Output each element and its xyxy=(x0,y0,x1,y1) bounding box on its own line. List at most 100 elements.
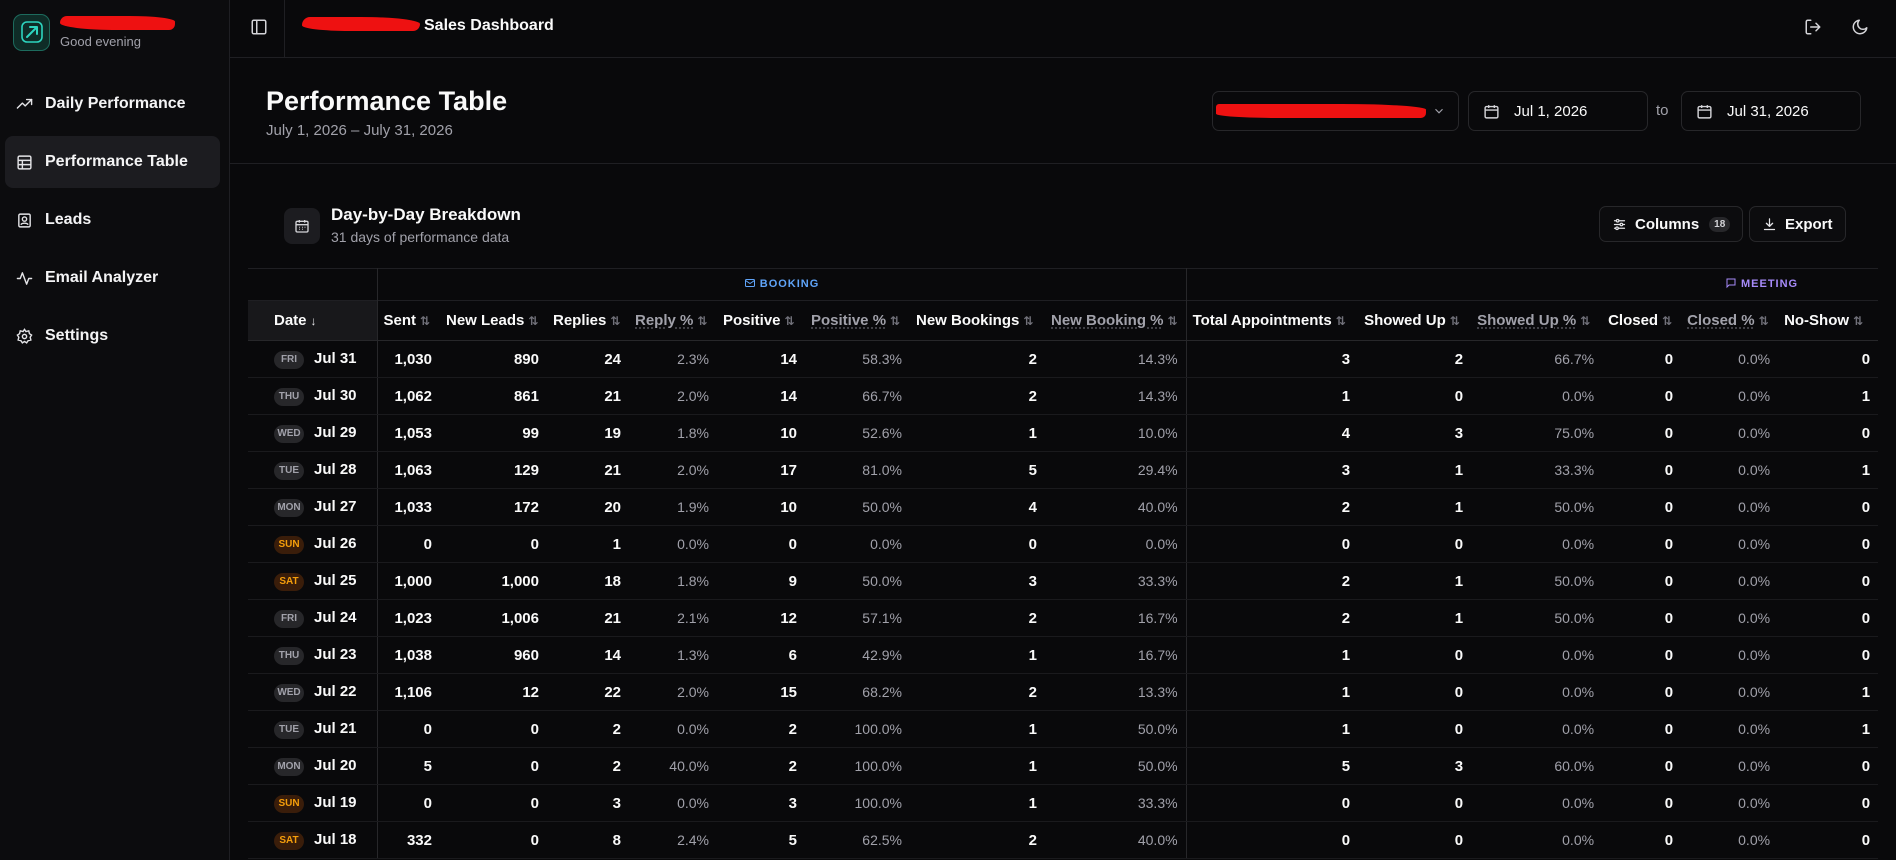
booking-group-label: BOOKING xyxy=(377,268,1187,301)
table-row[interactable]: SAT Jul 25 1,000 1,000 18 1.8% 9 50.0% 3 33.3% 2 1 5… xyxy=(248,562,1878,600)
column-header-replies[interactable]: Replies ⇅ xyxy=(547,300,629,341)
page-date-range: July 1, 2026 – July 31, 2026 xyxy=(266,122,453,139)
column-header-closed[interactable]: Closed ⇅ xyxy=(1602,300,1682,341)
sidebar-item-performance-table[interactable]: Performance Table xyxy=(5,136,220,188)
table-row[interactable]: THU Jul 23 1,038 960 14 1.3% 6 42.9% 1 16.7% 1 0 0.0… xyxy=(248,636,1878,674)
table-cell: 0.0% xyxy=(1681,414,1779,452)
table-row[interactable]: THU Jul 30 1,062 861 21 2.0% 14 66.7% 2 14.3% 1 0 0.… xyxy=(248,377,1878,415)
sidebar: Good evening Daily Performance Performan… xyxy=(0,0,230,860)
column-header-reply-pct[interactable]: Reply % ⇅ xyxy=(629,300,717,341)
date-label: Jul 21 xyxy=(314,719,357,737)
table-row[interactable]: FRI Jul 24 1,023 1,006 21 2.1% 12 57.1% 2 16.7% 2 1… xyxy=(248,599,1878,637)
account-select[interactable] xyxy=(1212,91,1459,131)
table-cell: 2.0% xyxy=(629,673,717,711)
table-cell: 0.0% xyxy=(1045,525,1187,563)
column-header-showed-up[interactable]: Showed Up ⇅ xyxy=(1358,300,1472,341)
table-cell: 0 xyxy=(1358,784,1472,822)
table-cell: 57.1% xyxy=(805,599,910,637)
end-date-picker[interactable]: Jul 31, 2026 xyxy=(1681,91,1861,131)
table-row[interactable]: WED Jul 29 1,053 99 19 1.8% 10 52.6% 1 10.0% 4 3 75.… xyxy=(248,414,1878,452)
brand-logo-icon xyxy=(13,13,50,51)
theme-toggle-button[interactable] xyxy=(1849,16,1871,38)
table-cell: 24 xyxy=(547,340,629,378)
sidebar-item-label: Settings xyxy=(45,327,109,344)
table-cell: 1 xyxy=(910,636,1045,674)
table-cell: 1 xyxy=(910,710,1045,748)
column-header-new-booking-pct[interactable]: New Booking % ⇅ xyxy=(1045,300,1187,341)
table-cell: 2.0% xyxy=(629,377,717,415)
table-cell: 0 xyxy=(1602,710,1682,748)
table-cell: 1 xyxy=(1358,488,1472,526)
table-cell: 20 xyxy=(547,488,629,526)
table-cell: 0 xyxy=(1358,710,1472,748)
table-cell: 0 xyxy=(1602,747,1682,785)
columns-button[interactable]: Columns 18 xyxy=(1599,206,1744,242)
logout-icon xyxy=(1805,19,1821,35)
sort-icon: ⇅ xyxy=(1023,314,1034,328)
table-cell: 2 xyxy=(1186,562,1359,600)
table-row[interactable]: SUN Jul 19 0 0 3 0.0% 3 100.0% 1 33.3% 0 0 0.0% 0 0.0%… xyxy=(248,784,1878,822)
table-cell: 0 xyxy=(1358,525,1472,563)
weekday-badge: SAT xyxy=(274,831,304,850)
column-header-closed-pct[interactable]: Closed % ⇅ xyxy=(1681,300,1779,341)
date-label: Jul 30 xyxy=(314,386,357,404)
table-cell: 2 xyxy=(910,599,1045,637)
sidebar-item-settings[interactable]: Settings xyxy=(5,310,220,362)
table-cell: 2 xyxy=(910,377,1045,415)
table-cell: 1 xyxy=(547,525,629,563)
table-cell: 2 xyxy=(910,821,1045,859)
column-header-sent[interactable]: Sent ⇅ xyxy=(377,300,440,341)
column-header-positive[interactable]: Positive ⇅ xyxy=(717,300,805,341)
column-header-positive-pct[interactable]: Positive % ⇅ xyxy=(805,300,910,341)
end-date-value: Jul 31, 2026 xyxy=(1727,102,1809,120)
sort-icon: ⇅ xyxy=(1580,314,1591,328)
table-cell: 8 xyxy=(547,821,629,859)
table-row[interactable]: SUN Jul 26 0 0 1 0.0% 0 0.0% 0 0.0% 0 0 0.0% 0 0.0% 0 xyxy=(248,525,1878,563)
table-cell: 1 xyxy=(1186,377,1359,415)
table-cell: 19 xyxy=(547,414,629,452)
table-cell: 0.0% xyxy=(1471,784,1603,822)
table-row[interactable]: WED Jul 22 1,106 12 22 2.0% 15 68.2% 2 13.3% 1 0 0.0… xyxy=(248,673,1878,711)
weekday-badge: TUE xyxy=(274,720,304,739)
arrow-down-icon: ↓ xyxy=(310,314,317,328)
table-cell: 3 xyxy=(547,784,629,822)
column-header-showed-up-pct[interactable]: Showed Up % ⇅ xyxy=(1471,300,1603,341)
table-cell: 15 xyxy=(717,673,805,711)
table-cell: 0 xyxy=(1602,821,1682,859)
table-row[interactable]: SAT Jul 18 332 0 8 2.4% 5 62.5% 2 40.0% 0 0 0.0% 0 0.0… xyxy=(248,821,1878,859)
column-header-new-bookings[interactable]: New Bookings ⇅ xyxy=(910,300,1045,341)
table-row[interactable]: TUE Jul 28 1,063 129 21 2.0% 17 81.0% 5 29.4% 3 1 33… xyxy=(248,451,1878,489)
table-row[interactable]: TUE Jul 21 0 0 2 0.0% 2 100.0% 1 50.0% 1 0 0.0% 0 0.0%… xyxy=(248,710,1878,748)
moon-icon xyxy=(1852,19,1868,35)
table-row[interactable]: FRI Jul 31 1,030 890 24 2.3% 14 58.3% 2 14.3% 3 2 66… xyxy=(248,340,1878,378)
table-cell: 21 xyxy=(547,451,629,489)
column-header-new-leads[interactable]: New Leads ⇅ xyxy=(440,300,547,341)
calendar-icon xyxy=(1696,103,1713,120)
table-cell: 33.3% xyxy=(1471,451,1603,489)
logout-button[interactable] xyxy=(1802,16,1824,38)
table-cell: 40.0% xyxy=(629,747,717,785)
table-row[interactable]: MON Jul 20 5 0 2 40.0% 2 100.0% 1 50.0% 5 3 60.0% 0 0.… xyxy=(248,747,1878,785)
table-cell: 2 xyxy=(910,673,1045,711)
sidebar-item-leads[interactable]: Leads xyxy=(5,194,220,246)
sidebar-toggle-button[interactable] xyxy=(248,16,270,38)
brand[interactable]: Good evening xyxy=(13,12,175,52)
table-cell: 861 xyxy=(440,377,547,415)
sidebar-item-daily-performance[interactable]: Daily Performance xyxy=(5,78,220,130)
redacted-mark xyxy=(1216,104,1426,118)
sort-icon: ⇅ xyxy=(697,314,708,328)
table-cell: 0.0% xyxy=(1471,636,1603,674)
column-header-date[interactable]: Date ↓ xyxy=(248,300,378,341)
table-row[interactable]: MON Jul 27 1,033 172 20 1.9% 10 50.0% 4 40.0% 2 1 50… xyxy=(248,488,1878,526)
sort-icon: ⇅ xyxy=(1853,314,1864,328)
date-cell: WED Jul 22 xyxy=(248,673,378,711)
column-header-no-show[interactable]: No-Show ⇅ xyxy=(1778,300,1878,341)
column-header-total-appointments[interactable]: Total Appointments ⇅ xyxy=(1186,300,1359,341)
export-button[interactable]: Export xyxy=(1749,206,1846,242)
contact-icon xyxy=(15,211,33,229)
table-cell: 3 xyxy=(910,562,1045,600)
sidebar-item-email-analyzer[interactable]: Email Analyzer xyxy=(5,252,220,304)
table-cell: 1,023 xyxy=(377,599,440,637)
table-cell: 1 xyxy=(1778,451,1878,489)
start-date-picker[interactable]: Jul 1, 2026 xyxy=(1468,91,1648,131)
